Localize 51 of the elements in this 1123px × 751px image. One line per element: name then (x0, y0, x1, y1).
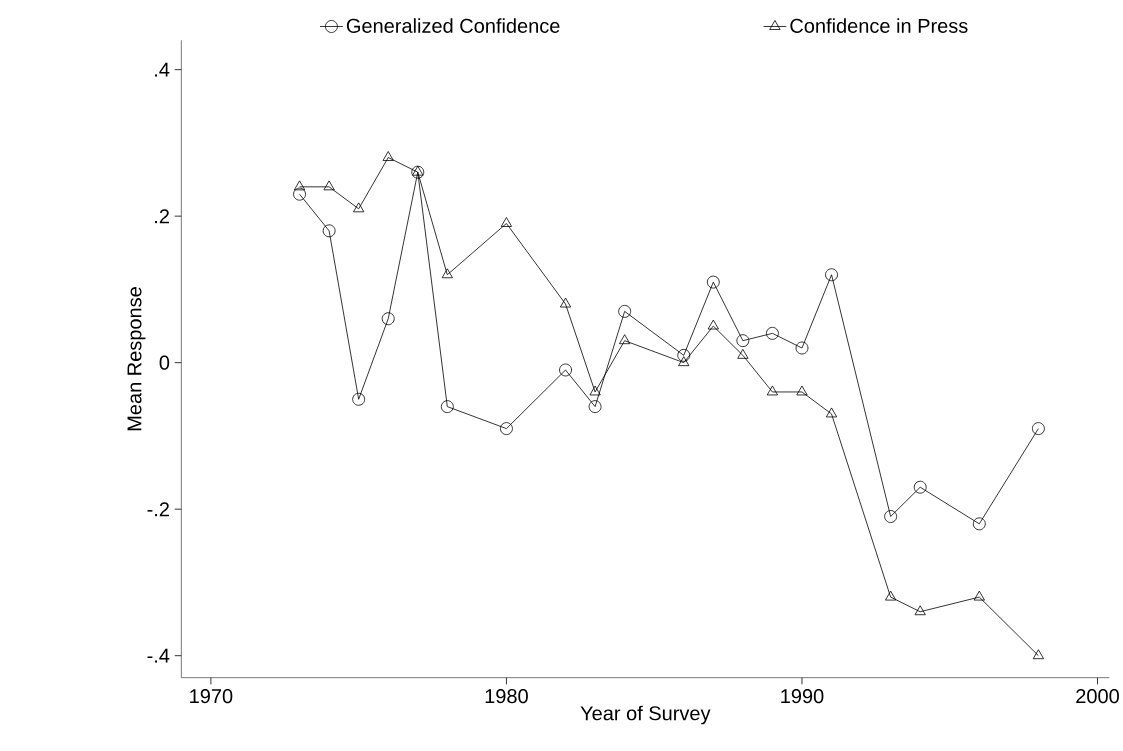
x-tick-label: 1970 (190, 689, 233, 704)
point (353, 202, 365, 213)
point (737, 348, 749, 359)
legend-label: Generalized Confidence (346, 18, 560, 33)
point (884, 510, 898, 523)
point (588, 400, 602, 414)
point (619, 334, 631, 345)
point (885, 590, 897, 601)
point (440, 400, 454, 414)
y-axis-title: Mean Response (127, 287, 146, 431)
point (914, 605, 926, 616)
point (796, 385, 808, 396)
x-tick-label: 1990 (781, 689, 824, 704)
point (559, 363, 572, 377)
point (736, 334, 750, 348)
point (1032, 649, 1045, 660)
point (293, 180, 306, 191)
point (706, 275, 720, 289)
point (795, 341, 809, 355)
point (766, 385, 779, 396)
point (323, 180, 335, 191)
point (322, 224, 336, 238)
point (352, 392, 366, 406)
point (825, 268, 838, 282)
point (972, 517, 986, 531)
point (913, 480, 927, 494)
y-tick-label: .4 (155, 62, 170, 77)
y-tick-label: -.2 (147, 502, 169, 517)
point (559, 297, 572, 308)
x-axis-title: Year of Survey (580, 705, 711, 725)
point (441, 268, 453, 279)
legend-label: Confidence in Press (790, 18, 968, 33)
point (1032, 422, 1045, 435)
point (500, 217, 513, 227)
point (618, 304, 632, 318)
point (500, 422, 513, 435)
x-tick-label: 1980 (485, 689, 528, 704)
point (766, 326, 779, 340)
point (677, 348, 691, 362)
point (589, 385, 601, 396)
y-tick-label: .2 (155, 209, 169, 224)
point (973, 590, 985, 601)
point (293, 187, 306, 201)
x-tick-label: 2000 (1076, 689, 1119, 704)
y-tick-label: 0 (159, 355, 170, 370)
point (381, 312, 395, 326)
y-tick-label: -.4 (147, 648, 170, 663)
point (825, 407, 838, 418)
point (382, 151, 394, 161)
point (707, 319, 719, 330)
point (678, 356, 690, 367)
